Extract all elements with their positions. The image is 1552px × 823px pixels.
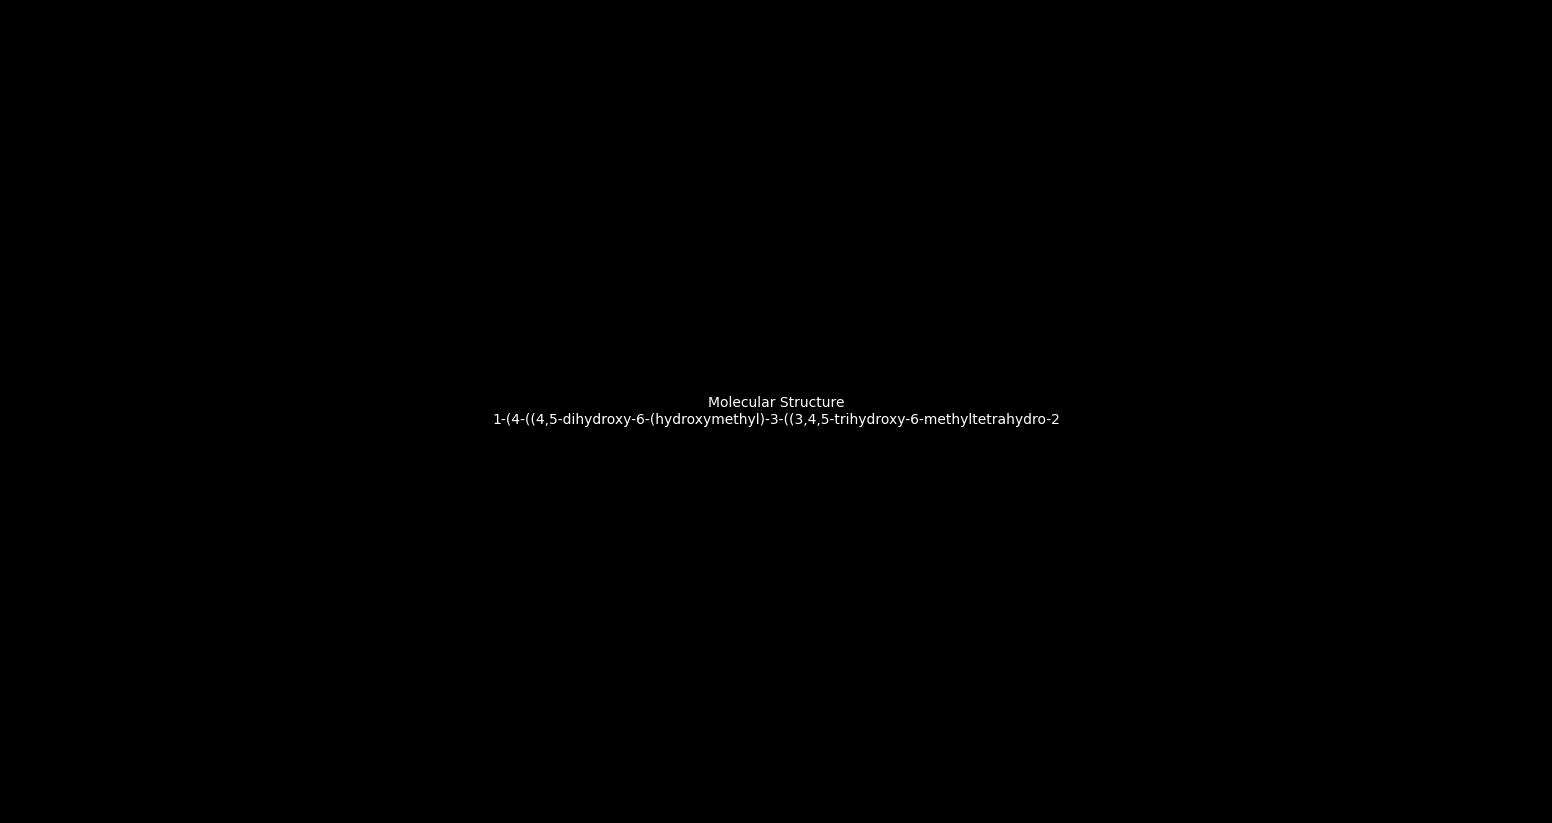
- Text: Molecular Structure
1-(4-((4,5-dihydroxy-6-(hydroxymethyl)-3-((3,4,5-trihydroxy-: Molecular Structure 1-(4-((4,5-dihydroxy…: [492, 397, 1060, 426]
